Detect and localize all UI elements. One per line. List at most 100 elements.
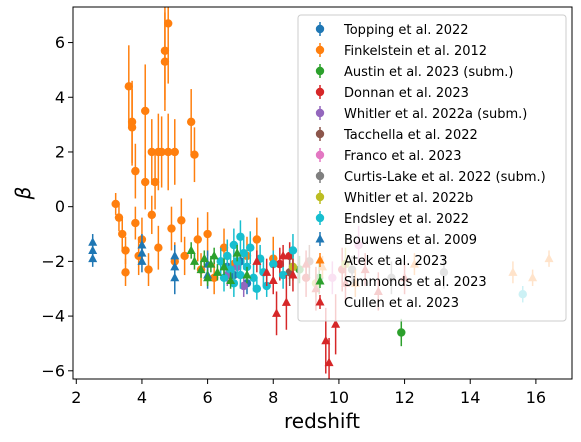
data-point [203,229,212,239]
data-point [249,273,258,282]
x-tick-label: 16 [526,388,546,407]
data-point [226,265,235,274]
legend-marker [315,255,325,264]
data-point [170,147,179,157]
data-point [154,243,163,252]
data-point [321,335,331,345]
x-tick-label: 8 [268,388,278,407]
data-point [275,259,285,269]
y-tick-label: 6 [55,33,65,52]
legend-box [297,14,567,322]
legend-label: Topping et al. 2022 [343,23,469,38]
data-point [160,46,170,55]
data-point [141,177,150,187]
data-point [219,243,229,252]
data-point [170,250,180,260]
data-point [278,250,288,260]
data-point [144,265,153,274]
y-axis-label: β [11,186,35,200]
series-12 [186,242,252,289]
legend-marker [315,129,325,139]
legend-label: Finkelstein et al. 2012 [344,44,487,59]
data-point [397,328,406,337]
data-point [236,270,245,280]
data-point [262,267,272,276]
legend-label: Simmonds et al. 2023 [344,275,487,290]
legend-marker [315,24,325,34]
data-point [216,257,225,266]
y-tick-label: −4 [41,307,65,326]
legend-label: Austin et al. 2023 (subm.) [344,65,513,80]
legend-label: Whitler et al. 2022a (subm.) [344,107,527,122]
data-point [239,248,248,258]
y-tick-label: 2 [55,142,65,161]
legend: Topping et al. 2022 Finkelstein et al. 20… [297,14,567,322]
data-point [131,218,140,228]
data-point [219,273,229,282]
data-point [206,259,216,268]
data-point [147,210,156,220]
data-point [239,281,248,291]
data-point [252,235,262,244]
data-point [114,213,124,222]
legend-marker [315,108,325,118]
data-point [88,245,98,254]
data-point [226,275,236,285]
x-axis-label: redshift [284,409,360,433]
data-point [272,308,282,317]
legend-label: Endsley et al. 2022 [344,212,469,227]
data-point [157,147,166,157]
data-point [246,243,255,252]
data-point [167,224,176,233]
data-point [170,272,180,282]
x-tick-label: 6 [203,388,213,407]
data-point [212,267,222,276]
data-point [242,262,252,272]
data-point [177,216,186,225]
legend-marker [315,150,325,160]
x-tick-label: 14 [460,388,480,407]
data-point [186,245,196,254]
data-point [269,259,278,269]
data-point [131,166,140,176]
data-point [232,248,242,257]
legend-marker [315,45,325,55]
legend-marker [315,87,325,97]
data-point [141,106,150,116]
data-point [281,297,291,306]
legend-label: Curtis-Lake et al. 2022 (subm.) [344,170,546,185]
data-point [121,246,130,255]
legend-label: Tacchella et al. 2022 [343,128,478,143]
y-tick-label: −6 [41,361,65,380]
x-tick-label: 4 [137,388,147,407]
data-point [180,251,189,261]
data-point [127,123,137,132]
legend-marker [315,297,325,306]
legend-label: Whitler et al. 2022b [344,191,473,206]
legend-label: Atek et al. 2023 [344,254,448,269]
data-point [331,319,341,328]
legend-label: Bouwens et al. 2009 [344,233,477,248]
data-point [121,268,130,277]
y-tick-label: 0 [55,197,65,216]
data-point [223,251,232,261]
data-point [190,150,199,159]
data-point [203,272,213,282]
data-point [193,235,202,244]
data-point [164,19,173,28]
legend-marker [315,276,325,285]
data-point [324,357,334,367]
y-tick-label: −2 [41,252,65,271]
data-point [219,261,229,271]
data-point [242,270,252,279]
legend-label: Donnan et al. 2023 [344,86,469,101]
data-point [288,270,298,279]
data-point [150,177,160,187]
x-tick-label: 2 [71,388,81,407]
data-point [164,147,173,157]
legend-marker [315,171,325,181]
data-point [252,284,262,293]
legend-marker [315,213,325,223]
data-point [111,199,120,209]
